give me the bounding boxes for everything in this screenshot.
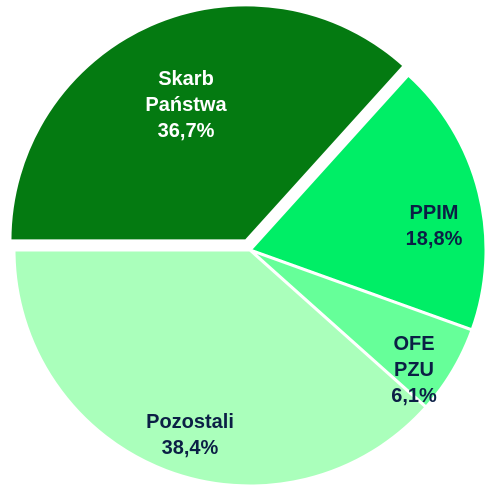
pie-slice: [8, 3, 406, 243]
value-label: 36,7%: [157, 120, 215, 142]
value-label: 18,8%: [405, 228, 463, 250]
category-label: Pozostali: [146, 411, 234, 433]
category-label: OFE PZU: [393, 333, 435, 381]
value-label: 6,1%: [391, 385, 437, 407]
slice-label: OFE PZU 6,1%: [377, 331, 451, 409]
value-label: 38,4%: [161, 437, 219, 459]
pie-slice: [248, 73, 488, 332]
slice-label: Pozostali 38,4%: [146, 409, 234, 461]
slice-label: PPIM 18,8%: [406, 200, 463, 252]
pie-slice: [12, 248, 428, 488]
category-label: PPIM: [409, 202, 459, 224]
category-label: Skarb Państwa: [145, 68, 227, 116]
slice-label: Skarb Państwa 36,7%: [145, 66, 226, 144]
